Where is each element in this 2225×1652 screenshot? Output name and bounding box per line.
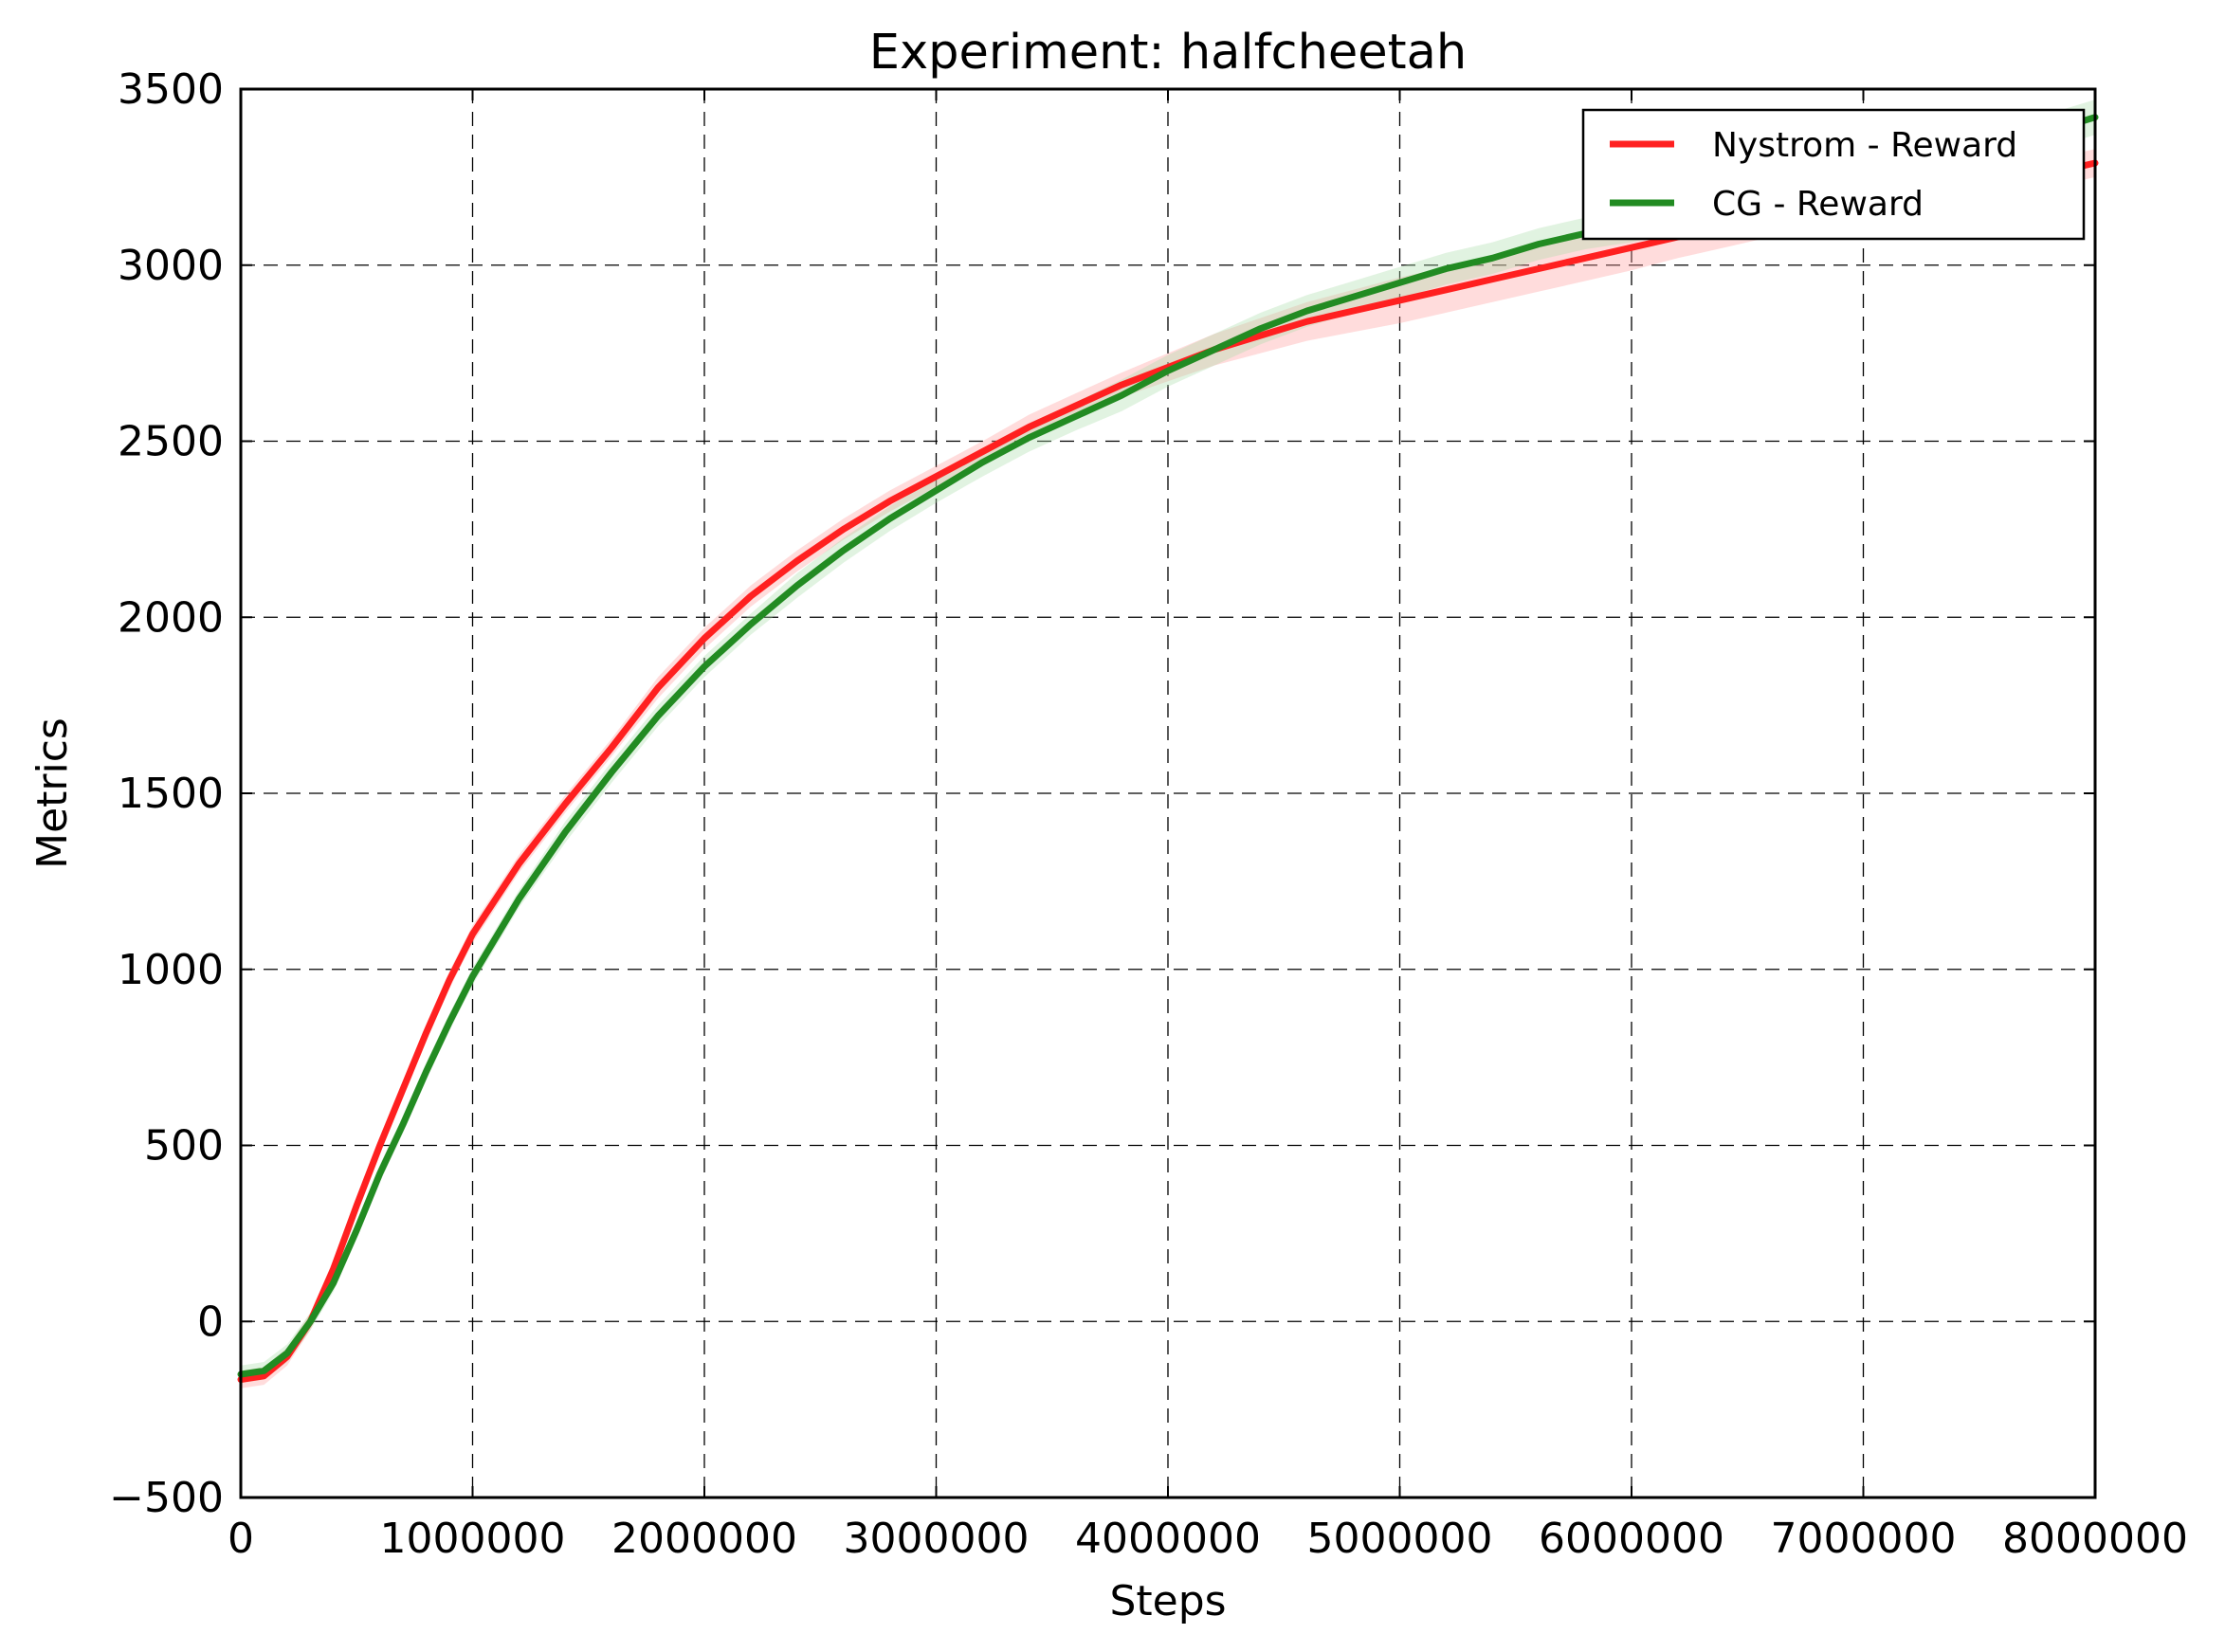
legend-label-1: CG - Reward [1712,185,1924,224]
y-tick-label: 2000 [118,593,224,642]
y-tick-label: 1500 [118,770,224,818]
series-band-1 [241,100,2095,1384]
y-tick-label: 500 [144,1122,224,1171]
y-tick-label: −500 [109,1474,224,1522]
x-tick-label: 2000000 [611,1515,797,1563]
x-tick-label: 6000000 [1539,1515,1724,1563]
y-tick-label: 3500 [118,65,224,114]
x-tick-label: 5000000 [1307,1515,1493,1563]
x-tick-label: 7000000 [1771,1515,1957,1563]
chart-title: Experiment: halfcheetah [869,25,1467,81]
y-tick-label: 0 [197,1298,224,1346]
confidence-bands [241,100,2095,1389]
legend-box [1581,108,2086,241]
x-tick-label: 4000000 [1075,1515,1261,1563]
x-tick-label: 3000000 [844,1515,1030,1563]
grid [241,89,2095,1498]
y-tick-label: 3000 [118,242,224,290]
axis-ticks: 0 1000000 2000000 3000000 4000000 5000000 6000… [109,65,2188,1563]
legend: Nystrom - Reward CG - Reward [1581,108,2086,241]
y-tick-label: 2500 [118,418,224,466]
x-tick-label: 8000000 [2002,1515,2188,1563]
x-axis-label: Steps [1109,1577,1226,1625]
y-axis-label: Metrics [28,717,77,869]
x-tick-label: 0 [228,1515,254,1563]
x-tick-label: 1000000 [380,1515,566,1563]
legend-label-0: Nystrom - Reward [1712,126,2017,165]
y-tick-label: 1000 [118,946,224,994]
